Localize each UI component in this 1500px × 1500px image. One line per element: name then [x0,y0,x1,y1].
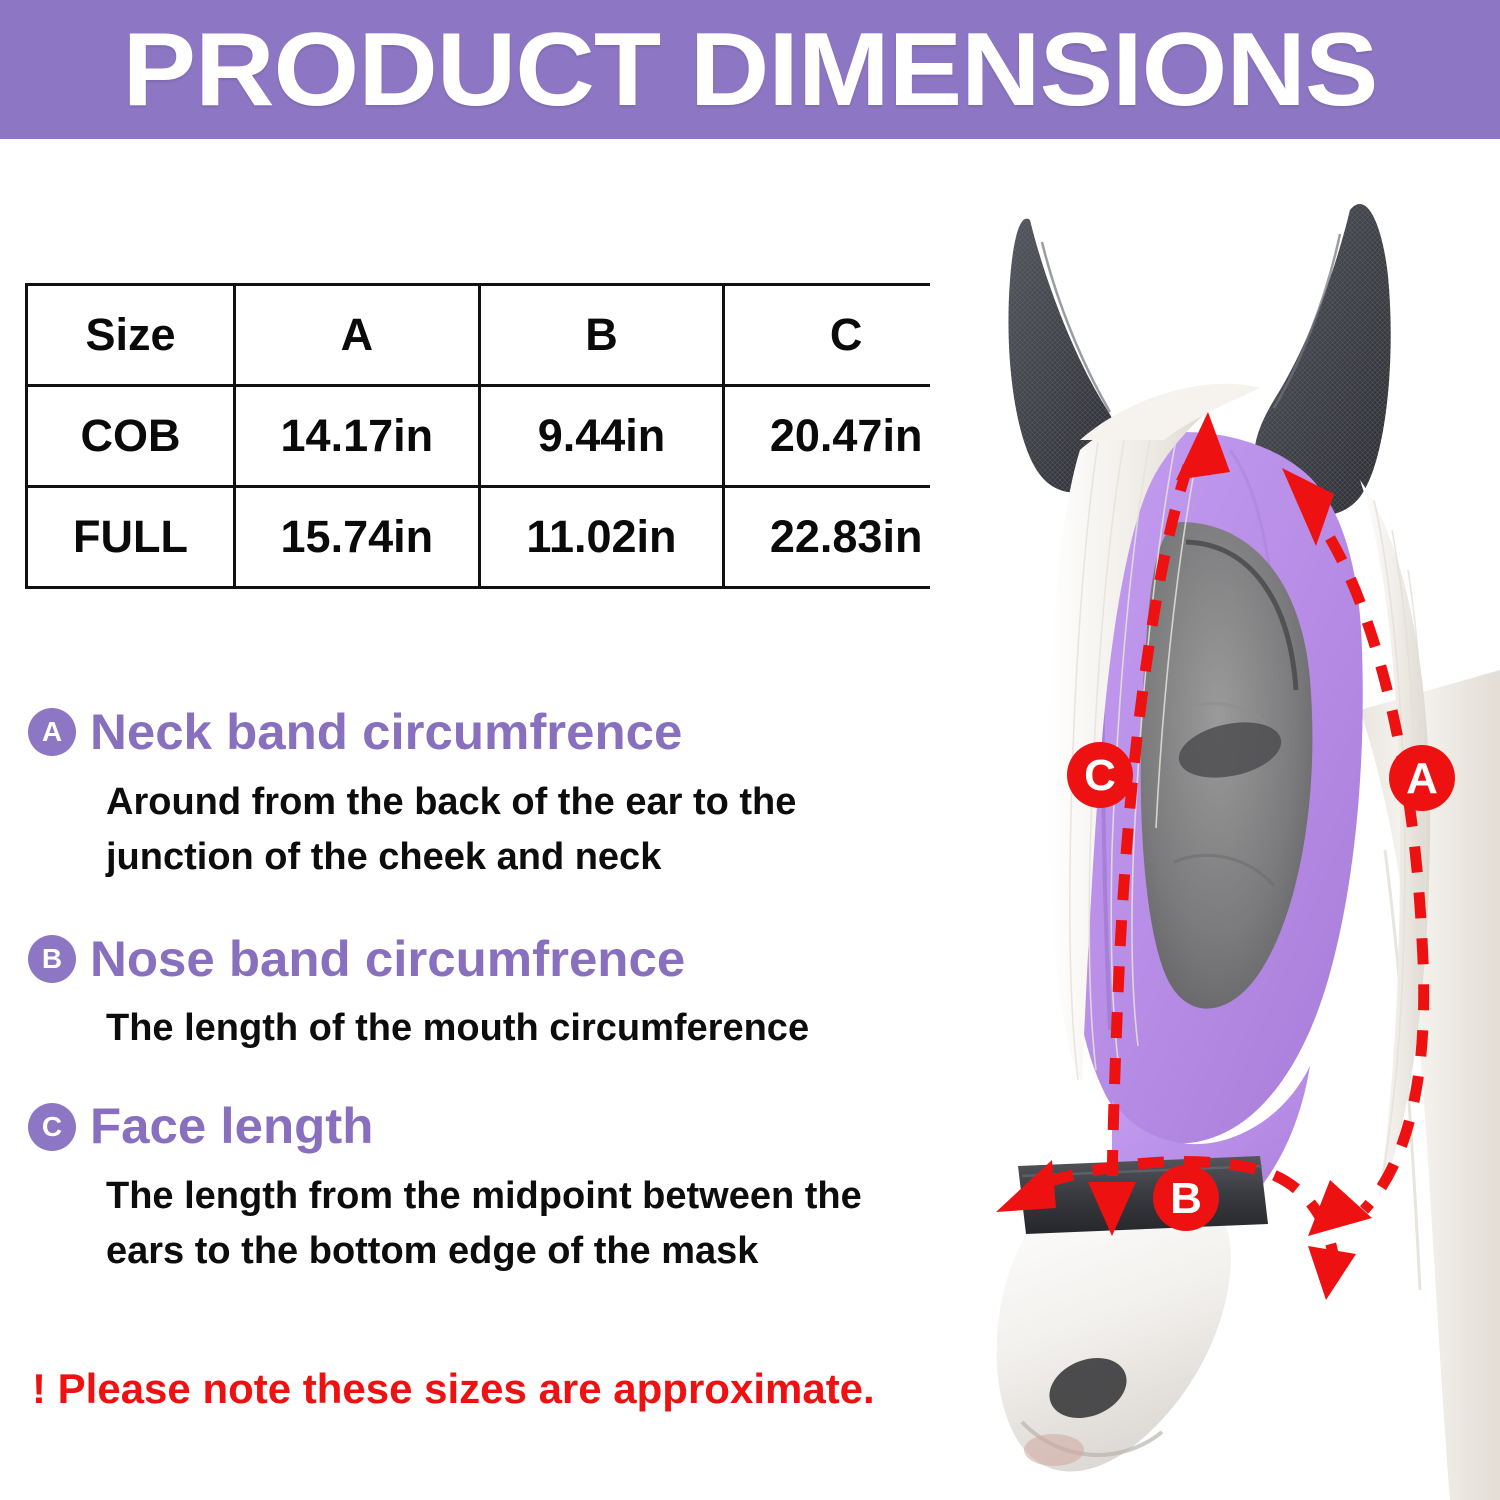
cell-full-b: 11.02in [477,485,726,589]
table-row: FULL 15.74in 11.02in 22.83in [25,485,970,589]
marker-badge-c [1067,742,1133,808]
marker-b-arrowhead-right [1308,1246,1356,1300]
mane-strands-right [1373,499,1427,1181]
marker-c-arrowhead-bottom [1088,1182,1136,1236]
legend-item-a: A Neck band circumfrence Around from the… [28,706,928,885]
header-banner: PRODUCT DIMENSIONS [0,0,1500,139]
spacer [28,891,928,933]
cell-size-cob: COB [25,384,236,488]
horse-mane-right [1360,480,1431,1200]
cell-size-full: FULL [25,485,236,589]
marker-c-arrowhead [1176,412,1230,480]
legend-heading-a: A Neck band circumfrence [28,706,928,759]
far-ear-seam [1040,241,1112,413]
column-header-b: B [477,283,726,387]
legend-description-a: Around from the back of the ear to the j… [106,780,797,878]
table-header-row: Size A B C [25,283,970,387]
cell-cob-a: 14.17in [233,384,481,488]
legend-description-c: The length from the midpoint between the… [106,1174,862,1272]
legend-description-b: The length of the mouth circumference [106,1007,810,1050]
nostril [1049,1358,1127,1418]
near-ear-seam [1272,233,1342,409]
cell-full-c: 22.83in [722,485,970,589]
approximate-size-note: ! Please note these sizes are approximat… [32,1365,875,1412]
marker-c-path [1088,412,1230,1236]
mouth-line [1020,1420,1164,1457]
cheek-contour [1173,853,1276,887]
marker-a-arrowhead-top [1282,468,1334,546]
product-photo: C A B [930,150,1500,1500]
marker-badge-a [1389,745,1455,811]
badge-a-icon: A [28,708,76,757]
marker-badge-a-label: A [1406,754,1438,803]
measurement-legend: A Neck band circumfrence Around from the… [28,706,928,1285]
product-dimensions-table: Size A B C COB 14.17in 9.44in 20.47in FU… [25,283,970,589]
face-contour [1181,701,1268,726]
spacer [28,1062,928,1100]
eye-shape [1178,722,1282,778]
size-table-container: Size A B C COB 14.17in 9.44in 20.47in FU… [25,283,970,589]
marker-b-arrowhead-left [996,1160,1056,1212]
legend-title-c: Face length [90,1098,374,1155]
legend-item-b: B Nose band circumfrence The length of t… [28,933,928,1057]
cell-cob-b: 9.44in [477,384,726,488]
brow-line [1185,539,1299,691]
horse-mane-left [1047,401,1218,1083]
cell-full-a: 15.74in [233,485,481,589]
forelock [1080,383,1260,440]
legend-heading-c: C Face length [28,1100,928,1153]
column-header-c: C [722,283,970,387]
legend-item-c: C Face length The length from the midpoi… [28,1100,928,1279]
far-ear-texture [1008,218,1121,493]
near-ear-texture [1254,203,1391,516]
page-title: PRODUCT DIMENSIONS [122,11,1379,128]
badge-b-icon: B [28,934,76,983]
muzzle-pink-patch [1024,1434,1084,1466]
marker-b-path [996,1156,1356,1300]
column-header-size: Size [25,283,236,387]
marker-badge-b-label: B [1170,1174,1202,1223]
legend-title-a: Neck band circumfrence [90,704,683,760]
cell-cob-c: 20.47in [722,384,970,488]
marker-badge-c-label: C [1084,751,1116,800]
badge-c-icon: C [28,1102,76,1151]
legend-title-b: Nose band circumfrence [90,930,686,987]
legend-heading-b: B Nose band circumfrence [28,933,928,986]
horse-neck [1360,670,1500,1500]
column-header-a: A [233,283,481,387]
table-row: COB 14.17in 9.44in 20.47in [25,384,970,488]
marker-badge-b [1153,1165,1219,1231]
